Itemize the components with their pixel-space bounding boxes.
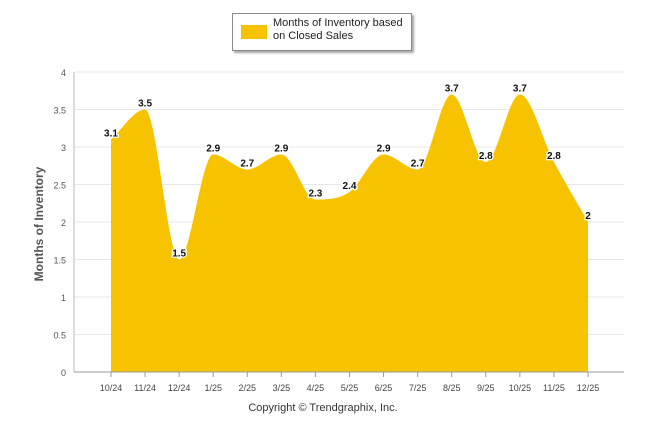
y-tick-labels: 0 0.5 1 1.5 2 2.5 3 3.5 4 — [53, 68, 66, 378]
legend-swatch — [241, 25, 267, 39]
y-tick-label: 3 — [61, 143, 66, 153]
legend[interactable]: Months of Inventory based on Closed Sale… — [232, 13, 412, 51]
data-label: 2.8 — [479, 151, 493, 162]
data-label: 3.7 — [513, 84, 527, 95]
x-tick-label: 10/24 — [100, 383, 123, 393]
data-label: 1.5 — [172, 249, 186, 260]
area-fill — [111, 94, 588, 372]
data-label: 2.9 — [206, 144, 220, 155]
y-tick-label: 2 — [61, 218, 66, 228]
data-label: 3.1 — [104, 129, 118, 140]
x-tick-label: 8/25 — [443, 383, 461, 393]
y-tick-label: 0.5 — [53, 331, 66, 341]
y-tick-label: 0 — [61, 368, 66, 378]
data-label: 2.9 — [377, 144, 391, 155]
y-axis-title: Months of Inventory — [32, 166, 46, 282]
data-label: 2.9 — [274, 144, 288, 155]
y-tick-label: 4 — [61, 68, 66, 78]
x-tick-label: 4/25 — [307, 383, 325, 393]
data-label: 3.7 — [445, 84, 459, 95]
y-tick-label: 2.5 — [53, 181, 66, 191]
data-label: 2 — [585, 211, 591, 222]
x-tick-label: 9/25 — [477, 383, 495, 393]
copyright-text: Copyright © Trendgraphix, Inc. — [248, 402, 398, 414]
y-tick-label: 1 — [61, 293, 66, 303]
series-area — [111, 94, 588, 372]
data-label: 2.7 — [411, 159, 425, 170]
x-tick-label: 10/25 — [509, 383, 532, 393]
x-tick-label: 6/25 — [375, 383, 393, 393]
x-tick-label: 3/25 — [273, 383, 291, 393]
x-tick-label: 12/24 — [168, 383, 191, 393]
y-tick-label: 1.5 — [53, 256, 66, 266]
x-tick-labels: 10/24 11/24 12/24 1/25 2/25 3/25 4/25 5/25 6/25 7… — [100, 372, 600, 393]
data-label: 2.3 — [308, 189, 322, 200]
data-label: 2.7 — [240, 159, 254, 170]
x-tick-label: 5/25 — [341, 383, 359, 393]
data-label: 2.4 — [343, 181, 357, 192]
legend-label: Months of Inventory based on Closed Sale… — [273, 17, 403, 42]
data-label: 3.5 — [138, 99, 152, 110]
y-tick-label: 3.5 — [53, 106, 66, 116]
x-tick-label: 2/25 — [239, 383, 257, 393]
data-label: 2.8 — [547, 151, 561, 162]
x-tick-label: 1/25 — [204, 383, 222, 393]
x-tick-label: 11/24 — [134, 383, 156, 393]
x-tick-label: 7/25 — [409, 383, 427, 393]
x-tick-label: 11/25 — [543, 383, 565, 393]
x-tick-label: 12/25 — [577, 383, 600, 393]
data-labels: 3.1 3.5 1.5 2.9 2.7 2.9 2.3 2.4 2.9 2.7 3.7 2.8 3.7 2… — [103, 82, 593, 261]
